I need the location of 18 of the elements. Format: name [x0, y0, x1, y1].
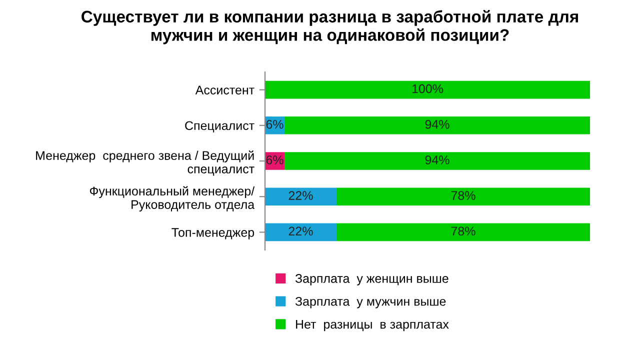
y-tick-label: Топ-менеджер [172, 228, 254, 240]
chart-title: Существует ли в компании разница в заработной плате для мужчин и женщин на одинаковой позиции? [82, 10, 578, 44]
data-label: 78% [451, 226, 476, 236]
y-tick-label: Специалист [185, 121, 254, 132]
data-label: 22% [288, 191, 313, 200]
y-tick-label: Функциональный менеджер/ Руководитель отдела [90, 186, 255, 212]
data-label: 22% [288, 226, 313, 236]
y-tick-label: Ассистент [195, 86, 254, 94]
legend-label: Зарплата у женщин выше [295, 274, 448, 286]
data-label: 6% [266, 156, 284, 164]
y-tick-label: Менеджер среднего звена / Ведущий специалист [36, 150, 254, 176]
legend-label: Зарплата у мужчин выше [295, 296, 446, 308]
legend-label: Нет разницы в зарплатах [296, 320, 449, 332]
data-label: 78% [451, 191, 476, 200]
data-label: 94% [425, 156, 450, 164]
data-label: 100% [412, 84, 444, 94]
data-label: 94% [425, 120, 450, 129]
data-label: 6% [266, 120, 284, 129]
